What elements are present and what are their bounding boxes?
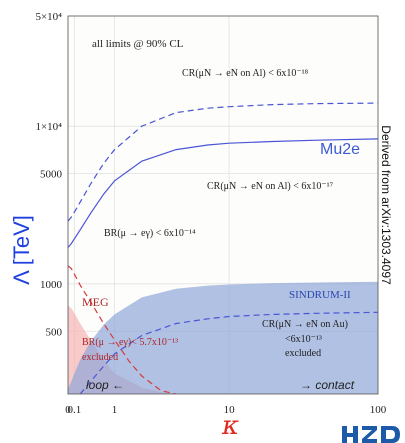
source-note: Derived from arXiv:1303.4097 [368,30,404,380]
sindrum-excluded: excluded [285,348,321,359]
y-tick-label: 1×10⁴ [35,121,62,133]
label-br-meg-14: BR(μ → eγ) < 6x10⁻¹⁴ [104,228,196,239]
excluded-regions [68,281,378,394]
meg-excluded: excluded [82,352,118,363]
mu2e-label: Mu2e [320,141,360,158]
x-tick-labels: 00.1 1 10 100 [65,404,387,416]
region-sindrum-ii [68,281,378,394]
x-tick-label: 1 [112,404,118,416]
sindrum-limit: CR(μN → eN on Au) [262,319,348,330]
sindrum-limit-value: <6x10⁻¹³ [285,334,322,345]
x-tick-label: 10 [224,404,236,416]
curve-series-0 [68,102,378,222]
y-tick-label: 500 [46,326,63,338]
loop-label: loop ← [86,378,124,392]
y-axis-label: Λ [TeV] [2,190,42,310]
x-tick-label: 0 [65,404,71,416]
curve-series-2 [68,265,177,394]
y-axis-label-text: Λ [TeV] [9,215,34,285]
x-tick-label: 100 [370,404,387,416]
curve-series-1 [68,138,378,248]
x-axis-label: κ [222,411,240,441]
cl-note: all limits @ 90% CL [92,38,184,50]
sindrum-label: SINDRUM-II [289,289,351,301]
source-note-text: Derived from arXiv:1303.4097 [379,125,393,285]
y-tick-label: 1000 [40,279,63,291]
meg-label: MEG [82,295,109,309]
label-cr-al-17: CR(μN → eN on Al) < 6x10⁻¹⁷ [207,181,334,192]
curve-series-3 [79,311,378,394]
plot-frame [67,15,379,395]
contact-label: → contact [300,378,355,392]
meg-limit: BR(μ → eγ)< 5.7x10⁻¹³ [82,337,178,348]
label-cr-al-18: CR(μN → eN on Al) < 6x10⁻¹⁸ [182,68,309,79]
limit-curves [68,102,378,394]
y-tick-label: 5000 [40,169,63,181]
x-tick-label: 0.1 [68,404,82,416]
hzdr-logo [336,422,405,443]
y-tick-labels: 5×10⁴ 1×10⁴ 5000 1000 500 [35,11,62,338]
y-tick-label: 5×10⁴ [35,11,62,23]
